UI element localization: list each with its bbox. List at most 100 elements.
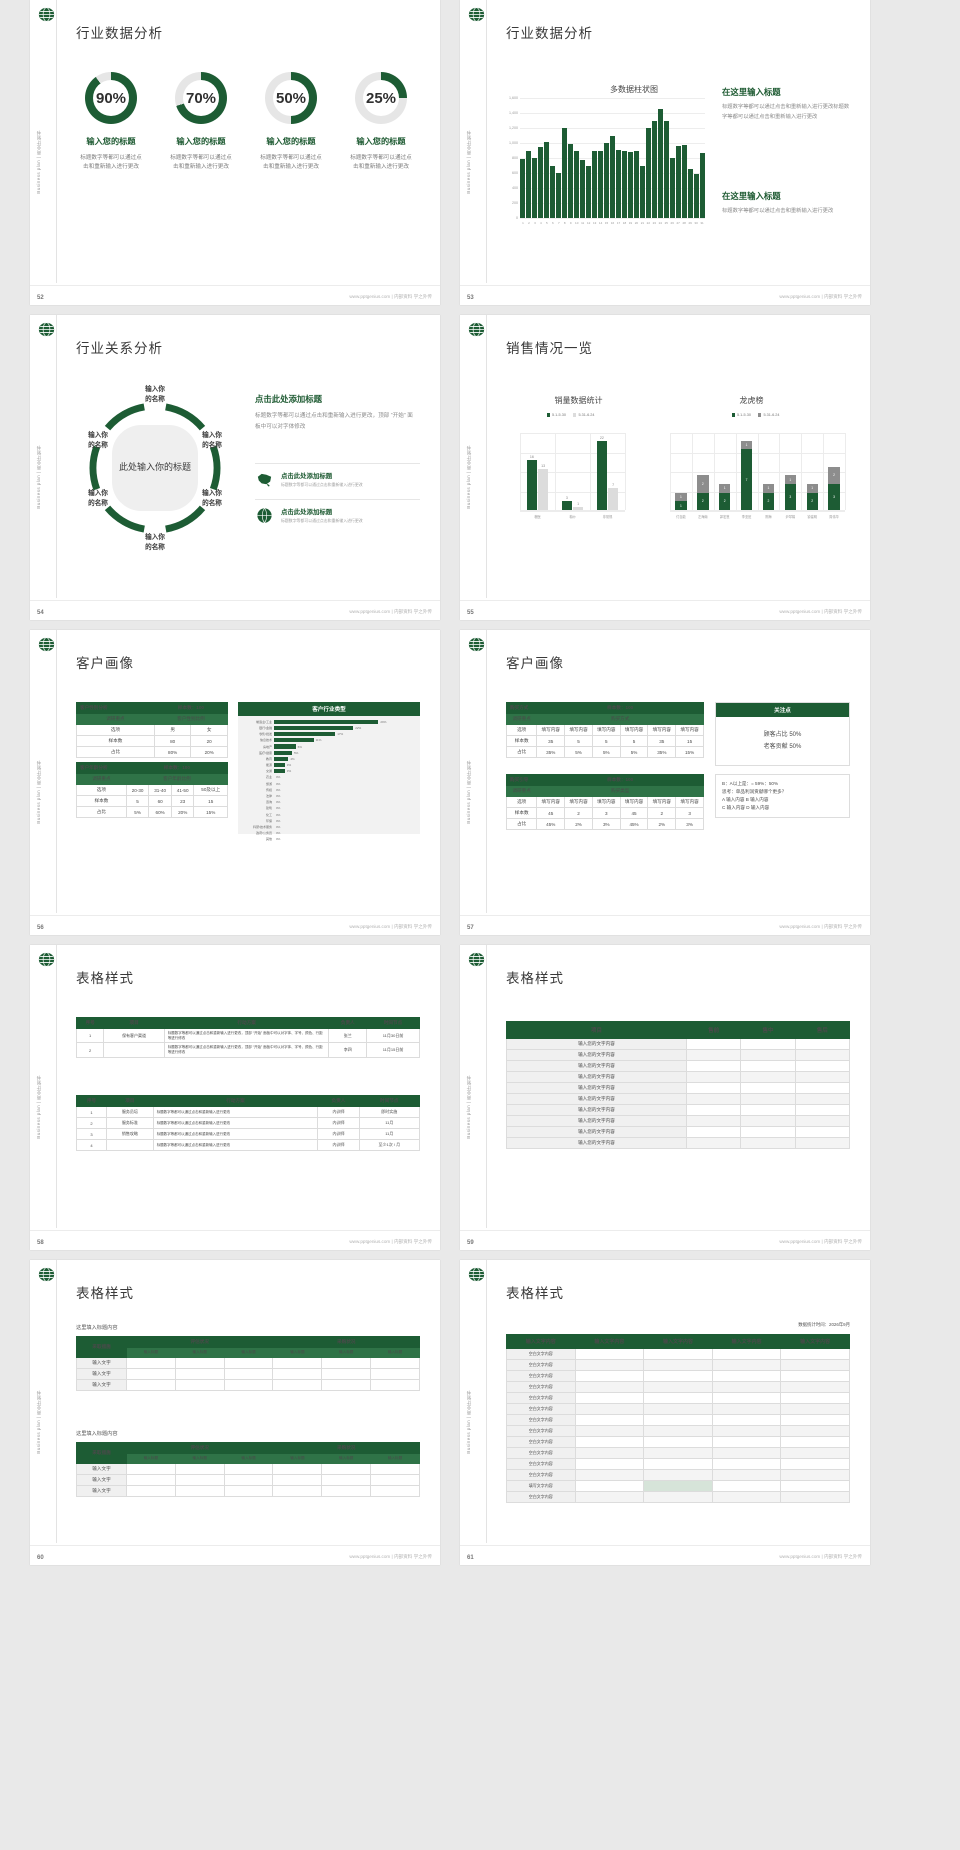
table-cell [643,1447,713,1459]
chart-title-1: 龙虎榜 [739,396,764,405]
page-title: 客户画像 [76,656,134,671]
table-cell: 保有客户渠道 [103,1027,165,1044]
gridline [520,452,625,454]
footer-url: www.pptgenius.com | 内部资料 学之外传 [349,1554,432,1559]
table-cell: 3% [591,818,621,830]
age-table-wrap: 客户年龄分析 样本数：100 调研重点 客户年龄比例 选项 20-30 31-40 41-50… [76,762,229,818]
table-row: 占比 80% 20% [76,746,228,758]
footer-url: www.pptgenius.com | 内部资料 学之外传 [349,294,432,299]
sidebar-label: Business plan | 商业计划书 [466,1075,471,1139]
table-b-wrap: 序号 项目 行动方案 负责人 时间节点 1 服务员培 标题数字等都可以通过点击和重新输入进行更… [76,1095,421,1151]
table-cell [794,1082,851,1094]
header-left: 购买引导 [505,774,538,786]
table-subheader-row: 调研重点 购买类型 [505,785,704,797]
x-tick: 13 [592,221,597,225]
page-title: 行业数据分析 [76,26,163,41]
industry-value: 0% [276,781,281,786]
bar-value: 16 [529,455,534,460]
bar-尹琴娟-a [784,484,796,510]
table-cell: 样本数 [505,735,538,747]
x-tick: 24 [658,221,662,225]
header-right: 样本数：100 [536,702,704,714]
table-cell: 标题数字等都可以通过点击和重新输入进行更改 [152,1139,319,1151]
row-label: 空白文字内容 [506,1425,576,1437]
table-cell: 35 [647,735,677,747]
industry-label: 制造业/工业 [256,719,272,724]
bar-value: 2 [701,499,704,504]
right-item-1: 点击此处添加标题 标题数字等都可以通过点击和重新输入进行更改 [255,499,420,531]
bar-value: 1 [680,495,682,499]
table-cell: 选项 [76,784,127,796]
row-label: 输入文字 [76,1368,127,1380]
table-cell [105,1139,154,1151]
x-axis-0: 粮医 棉纱 非常规 [520,514,625,519]
industry-value: 0% [276,775,281,780]
sidebar-label: Business plan | 商业计划书 [466,130,471,194]
right-item-0: 点击此处添加标题 标题数字等都可以通过点击和重新输入进行更改 [255,463,420,495]
table-cell [126,1463,176,1475]
donut-card-3: 25% 输入您的标题 标题数字等都可以通过点击和重新输入进行更改 [336,72,426,172]
corner-cell: 采取措施 [76,1442,127,1464]
x-tick: 粮医 [534,515,541,519]
x-tick: 29 [688,221,692,225]
table-row: 输入您的文字内容 [506,1104,851,1116]
table-cell [574,1403,645,1415]
table-row: 输入您的文字内容 [506,1115,851,1127]
eval-table-0: 采取措施 评估状况 采购状况 输入标题 输入标题 输入标题 输入标题 输入标题 输入标题 输入文字… [76,1336,420,1391]
table-cell [740,1082,796,1094]
table-cell [643,1469,713,1481]
page-title: 行业关系分析 [76,341,163,356]
table-row: 输入您的文字内容 [506,1126,851,1138]
donut-row: 90% 输入您的标题 标题数字等都可以通过点击和重新输入进行更改 70% 输入您的标题标… [66,72,426,172]
industry-row: 银行/金融 22% [240,725,414,731]
donut-card-0: 90% 输入您的标题 标题数字等都可以通过点击和重新输入进行更改 [66,72,156,172]
bar-value: 2 [811,499,814,504]
sidebar-label: Business plan | 商业计划书 [36,130,41,194]
y-tick: 1,200 [509,126,518,130]
table-cell [794,1049,851,1061]
bar-李亚班-a [740,449,753,510]
y-tick: 200 [512,201,518,205]
table-cell [794,1071,851,1083]
table-cell: 占比 [76,806,127,818]
table-cell: 5 [619,735,649,747]
table-cell [272,1474,323,1486]
table-cell [574,1381,645,1393]
row-label: 输入文字 [76,1357,127,1369]
cycle-node-2: 输入你 的名称 [192,489,232,508]
sub-header-cell: 输入标题 [370,1347,420,1358]
industry-label: 银行/金融 [259,725,272,730]
table-cell [574,1392,645,1404]
table-cell [223,1368,274,1380]
table-cell [685,1115,742,1127]
slide-footer [460,1230,870,1250]
industry-bar [274,725,354,731]
industry-value: 5% [294,750,299,755]
table-cell: 输入您的文字内容 [506,1126,687,1138]
donut-body: 标题数字等都可以通过点击和重新输入进行更改 [260,155,322,171]
industry-value: 0% [276,787,281,792]
x-tick: 钟建明 [807,515,817,519]
industry-value: 0% [276,800,281,805]
table-group-header: 采取措施 评估状况 采购状况 [76,1336,420,1358]
table-row: 空白文字内容 [506,1392,850,1404]
x-tick: 28 [682,221,686,225]
industry-label: 咨询 [265,800,272,805]
table-row: 空白文字内容 [506,1359,850,1371]
brand-logo-icon [38,321,55,338]
gridline [520,218,705,219]
bar-4 [538,146,543,218]
table-cell: 样本数 [76,735,155,747]
table-cell: 50及以上 [193,784,228,796]
x-tick: 李亚班 [741,515,752,519]
bar-钟建明-b [806,484,818,493]
page-number: 52 [37,295,44,301]
table-cell [711,1480,782,1492]
x-tick: 21 [640,221,645,225]
donut-ring: 25% [355,72,407,124]
slide-footer [460,600,870,620]
bar-粮医-1 [538,469,549,510]
gridline [520,113,705,114]
sub-left: 调研重点 [76,713,155,725]
cycle-node-3: 输入你 的名称 [135,533,175,552]
